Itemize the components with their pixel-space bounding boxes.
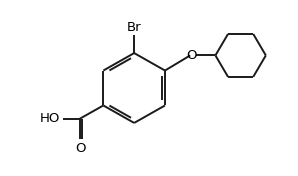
Text: O: O [76,142,86,155]
Text: O: O [187,49,197,62]
Text: HO: HO [40,112,60,125]
Text: Br: Br [127,21,142,34]
